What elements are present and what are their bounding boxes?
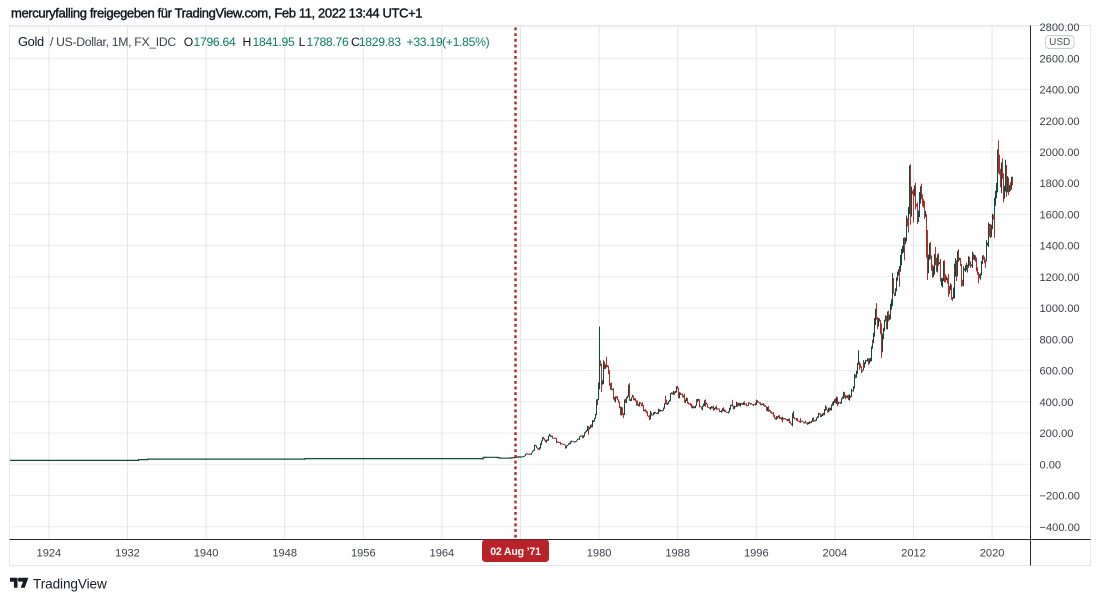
svg-text:1400.00: 1400.00 — [1040, 241, 1080, 253]
svg-text:O: O — [184, 35, 193, 49]
svg-text:L: L — [299, 35, 306, 49]
svg-text:1829.83: 1829.83 — [359, 35, 401, 49]
svg-text:2012: 2012 — [901, 548, 926, 560]
svg-text:600.00: 600.00 — [1040, 366, 1074, 378]
svg-text:TradingView: TradingView — [33, 577, 107, 592]
svg-text:1940: 1940 — [194, 548, 219, 560]
svg-text:−400.00: −400.00 — [1040, 522, 1080, 534]
svg-text:H: H — [243, 35, 252, 49]
svg-text:C: C — [351, 35, 360, 49]
svg-text:1996: 1996 — [744, 548, 769, 560]
svg-text:200.00: 200.00 — [1040, 428, 1074, 440]
svg-text:1956: 1956 — [351, 548, 376, 560]
svg-text:−200.00: −200.00 — [1040, 491, 1080, 503]
svg-text:1924: 1924 — [37, 548, 62, 560]
svg-text:1948: 1948 — [272, 548, 297, 560]
svg-text:1000.00: 1000.00 — [1040, 303, 1080, 315]
svg-text:1988: 1988 — [665, 548, 690, 560]
svg-text:1932: 1932 — [115, 548, 140, 560]
svg-text:1980: 1980 — [587, 548, 612, 560]
svg-text:2000.00: 2000.00 — [1040, 147, 1080, 159]
svg-text:800.00: 800.00 — [1040, 334, 1074, 346]
svg-text:mercuryfalling freigegeben für: mercuryfalling freigegeben für TradingVi… — [11, 6, 422, 21]
svg-text:(+1.85%): (+1.85%) — [442, 35, 490, 49]
svg-text:2020: 2020 — [980, 548, 1005, 560]
svg-text:1600.00: 1600.00 — [1040, 210, 1080, 222]
svg-text:1796.64: 1796.64 — [194, 35, 236, 49]
svg-text:1200.00: 1200.00 — [1040, 272, 1080, 284]
svg-text:400.00: 400.00 — [1040, 397, 1074, 409]
svg-text:1788.76: 1788.76 — [307, 35, 349, 49]
svg-text:2004: 2004 — [823, 548, 848, 560]
svg-text:1964: 1964 — [430, 548, 455, 560]
svg-text:1800.00: 1800.00 — [1040, 178, 1080, 190]
svg-text:+33.19: +33.19 — [407, 35, 443, 49]
svg-text:02 Aug ’71: 02 Aug ’71 — [490, 546, 541, 558]
svg-text:Gold: Gold — [18, 34, 44, 49]
svg-text:/ US-Dollar, 1M, FX_IDC: / US-Dollar, 1M, FX_IDC — [50, 35, 176, 49]
svg-text:2200.00: 2200.00 — [1040, 116, 1080, 128]
svg-text:USD: USD — [1049, 37, 1070, 48]
svg-text:0.00: 0.00 — [1040, 459, 1062, 471]
svg-text:2800.00: 2800.00 — [1040, 22, 1080, 34]
svg-text:2400.00: 2400.00 — [1040, 85, 1080, 97]
svg-text:1841.95: 1841.95 — [253, 35, 295, 49]
svg-text:2600.00: 2600.00 — [1040, 53, 1080, 65]
